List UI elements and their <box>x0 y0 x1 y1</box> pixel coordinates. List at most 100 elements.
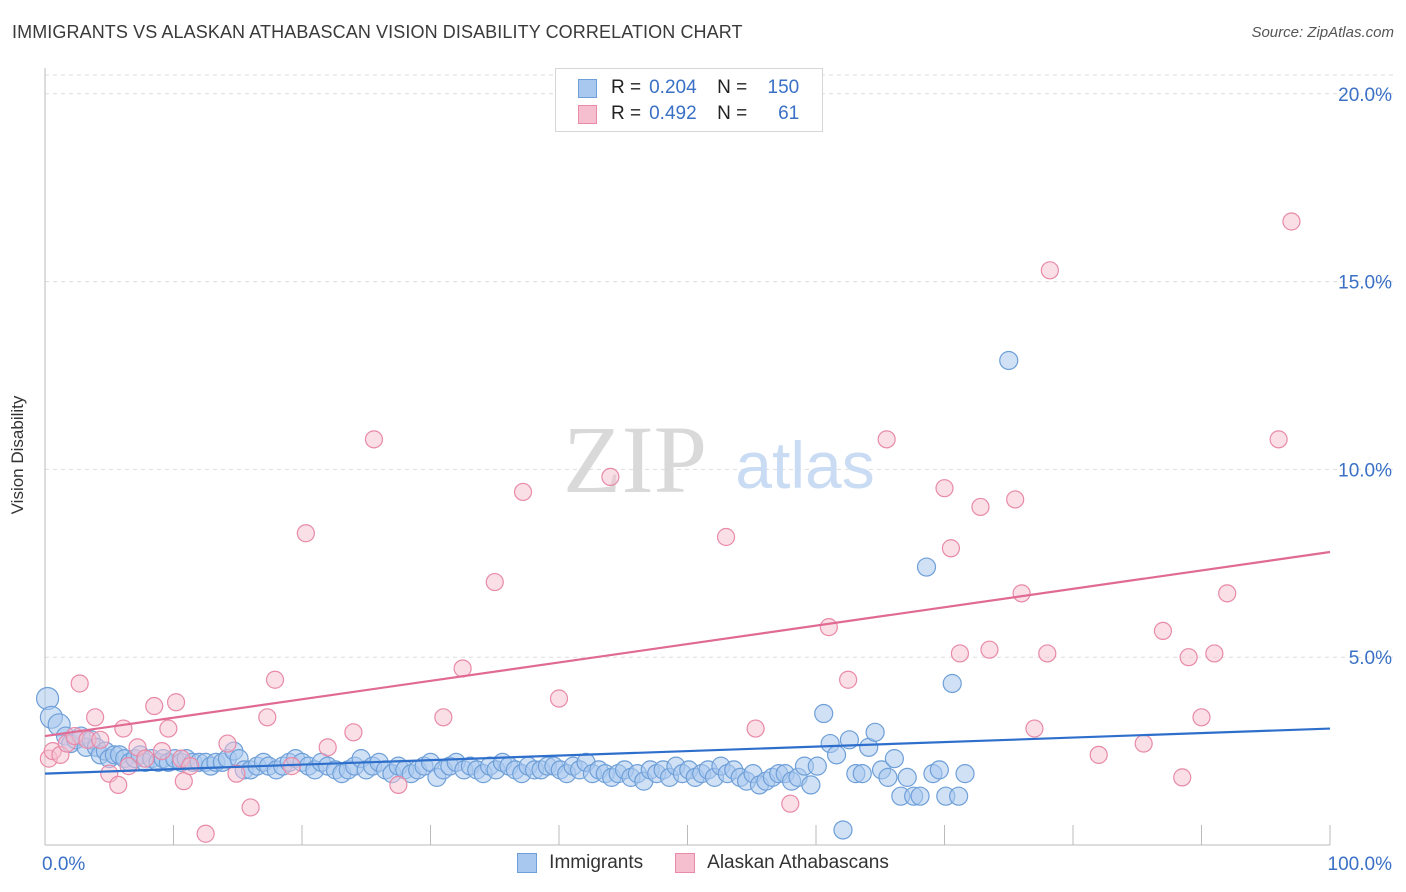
athabascan-point <box>318 738 337 757</box>
athabascan-point <box>1173 768 1192 787</box>
legend-n-value: 150 <box>767 77 800 98</box>
y-axis-label: Vision Disability <box>8 395 27 515</box>
athabascan-point <box>819 618 838 637</box>
immigrants-point <box>910 786 930 806</box>
athabascan-point <box>1038 644 1057 663</box>
athabascan-point <box>1012 584 1031 603</box>
athabascan-point <box>941 539 961 558</box>
athabascan-point <box>1153 621 1173 641</box>
watermark-atlas: atlas <box>735 428 874 502</box>
immigrants-point <box>801 775 821 795</box>
athabascan-point <box>389 775 408 795</box>
trend-lines <box>44 550 1331 775</box>
immigrants-point <box>878 767 898 787</box>
athabascan-point <box>950 644 970 663</box>
athabascan-point <box>296 524 315 543</box>
watermark: ZIP atlas <box>563 406 875 513</box>
immigrants-point <box>955 764 975 784</box>
immigrants-point <box>35 686 60 711</box>
athabascan-point <box>159 719 178 738</box>
athabascan-point <box>971 497 990 517</box>
x-tick-label: 0.0% <box>42 854 85 875</box>
immigrants-point <box>999 350 1019 371</box>
athabascan-point <box>434 708 453 727</box>
legend-n-label: N = <box>717 77 748 98</box>
athabascan-point <box>241 798 260 817</box>
athabascan-point <box>119 757 138 776</box>
immigrants-trend-line <box>44 727 1331 775</box>
athabascan-point <box>513 482 533 502</box>
y-tick-label: 20.0% <box>1338 85 1392 106</box>
legend-n-value: 61 <box>778 103 800 124</box>
legend-swatch-immigrants <box>517 853 538 873</box>
athabascan-point <box>1134 734 1153 753</box>
athabascan-point <box>136 749 155 768</box>
athabascan-point <box>114 719 133 738</box>
immigrants-point <box>884 749 904 769</box>
athabascan-point <box>980 640 999 659</box>
athabascan-point <box>1269 430 1288 449</box>
athabascan-point <box>1089 745 1108 764</box>
athabascan-point <box>549 689 569 708</box>
athabascan-point <box>839 670 858 689</box>
athabascan-trend-line <box>44 550 1331 738</box>
athabascan-point <box>601 467 620 487</box>
legend-swatch-athabascans <box>675 853 696 873</box>
athabascan-point <box>227 764 246 783</box>
legend-row-athabascans: R = 0.492 N = 61 <box>578 103 799 125</box>
immigrants-point <box>929 760 949 780</box>
source-label: Source: ZipAtlas.com <box>1251 24 1394 41</box>
immigrants-point <box>814 703 834 724</box>
athabascan-point <box>109 775 128 795</box>
immigrants-point <box>807 756 827 776</box>
athabascan-point <box>485 572 504 592</box>
athabascan-point <box>265 670 285 689</box>
legend-r-value: 0.204 <box>649 77 697 98</box>
athabascan-point <box>1025 719 1044 738</box>
legend-label-immigrants: Immigrants <box>549 852 644 873</box>
grid-lines <box>45 74 1395 658</box>
athabascan-point <box>174 772 193 791</box>
athabascan-point <box>218 734 237 753</box>
athabascan-point <box>91 730 110 749</box>
athabascan-point <box>877 430 896 449</box>
y-tick-label: 5.0% <box>1349 648 1392 669</box>
legend-swatch-blue <box>578 78 597 98</box>
y-tick-label: 15.0% <box>1338 273 1392 294</box>
athabascan-point <box>364 430 384 449</box>
athabascan-point <box>258 708 277 727</box>
tick-labels: 5.0% 10.0% 15.0% 20.0% 0.0% 100.0% <box>42 85 1392 875</box>
athabascan-points <box>39 212 1301 843</box>
athabascan-point <box>152 741 172 761</box>
athabascan-point <box>166 693 186 712</box>
legend-item-athabascans: Alaskan Athabascans <box>675 852 889 874</box>
legend-r-label: R = <box>611 103 642 124</box>
legend-n-label: N = <box>717 103 748 124</box>
athabascan-point <box>70 674 89 693</box>
immigrants-point <box>916 557 937 577</box>
immigrants-point <box>826 745 847 765</box>
immigrants-point <box>949 786 969 806</box>
axes <box>44 68 1331 846</box>
athabascan-point <box>145 696 164 716</box>
immigrants-point <box>833 820 853 840</box>
chart-title: IMMIGRANTS VS ALASKAN ATHABASCAN VISION … <box>12 22 743 42</box>
athabascan-point <box>181 757 200 776</box>
athabascan-point <box>1205 644 1224 663</box>
legend-item-immigrants: Immigrants <box>517 852 643 874</box>
series-legend: Immigrants Alaskan Athabascans <box>0 852 1406 874</box>
legend-row-immigrants: R = 0.204 N = 150 <box>578 77 799 99</box>
athabascan-point <box>1192 708 1211 727</box>
athabascan-point <box>935 479 954 498</box>
immigrants-point <box>942 673 962 694</box>
correlation-legend: R = 0.204 N = 150 R = 0.492 N = 61 <box>555 68 823 132</box>
athabascan-point <box>86 708 105 727</box>
immigrants-point <box>897 767 917 787</box>
athabascan-point <box>781 794 800 813</box>
legend-r-label: R = <box>611 77 642 98</box>
watermark-zip: ZIP <box>563 406 707 513</box>
athabascan-point <box>1282 212 1301 231</box>
immigrants-point <box>865 722 885 742</box>
athabascan-point <box>746 719 765 738</box>
